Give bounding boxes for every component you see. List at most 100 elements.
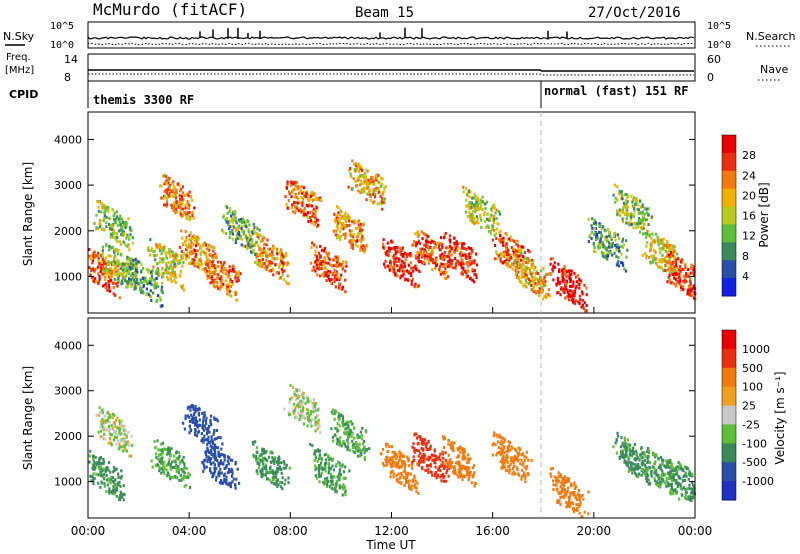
velocity-cell <box>302 400 305 404</box>
power-cell <box>340 226 343 230</box>
power-cell <box>690 263 693 267</box>
power-cell <box>578 302 581 305</box>
power-cell <box>608 234 611 238</box>
power-cell <box>531 271 535 275</box>
power-cell <box>515 252 518 256</box>
power-cell <box>197 236 200 240</box>
power-cell <box>249 234 252 238</box>
power-cell <box>291 188 295 192</box>
power-cell <box>159 304 162 308</box>
power-cell <box>679 269 682 273</box>
velocity-cell <box>172 454 175 458</box>
power-cell <box>317 258 320 262</box>
power-cell <box>604 238 607 241</box>
velocity-cell <box>213 466 216 470</box>
power-cell <box>100 260 103 264</box>
power-cell <box>500 252 503 256</box>
power-cell <box>401 266 405 270</box>
velocity-cell <box>350 430 353 434</box>
power-cell <box>307 219 310 223</box>
power-cell <box>509 235 512 239</box>
power-cell <box>474 210 477 214</box>
power-cell <box>640 211 643 215</box>
power-cell <box>357 189 360 193</box>
power-cell <box>635 221 638 225</box>
velocity-cell <box>106 466 109 469</box>
power-cell <box>181 207 184 211</box>
velocity-cell <box>307 417 310 421</box>
power-cell <box>336 233 339 237</box>
velocity-cell <box>118 420 121 424</box>
velocity-cell <box>320 471 323 475</box>
power-cell <box>167 251 170 255</box>
velocity-cell <box>409 472 412 476</box>
power-cell <box>501 240 504 244</box>
power-cell <box>568 293 571 297</box>
velocity-cell <box>238 481 241 485</box>
power-cell <box>315 196 318 200</box>
power-cell <box>640 221 643 225</box>
velocity-cell <box>338 461 341 465</box>
power-cell <box>611 241 614 245</box>
power-cell <box>517 261 520 265</box>
power-cell <box>466 214 469 218</box>
power-cell <box>103 203 106 207</box>
velocity-cell <box>351 422 354 426</box>
power-cell <box>325 271 328 275</box>
power-cell <box>418 252 421 256</box>
power-cell <box>438 243 441 247</box>
power-cell <box>484 225 487 229</box>
power-cell <box>439 248 442 252</box>
power-cell <box>407 263 410 267</box>
power-cell <box>468 210 471 214</box>
power-cell <box>94 254 97 258</box>
velocity-cell <box>90 475 93 478</box>
power-cell <box>295 183 298 187</box>
velocity-cell <box>271 476 274 480</box>
velocity-cell <box>360 434 363 437</box>
velocity-cell <box>188 424 191 428</box>
velocity-cell <box>124 429 127 432</box>
power-cell <box>369 181 372 185</box>
power-cell <box>226 211 229 215</box>
power-cell <box>348 168 351 172</box>
power-cell <box>271 256 275 260</box>
power-cell <box>468 206 471 210</box>
velocity-cell <box>357 454 360 458</box>
power-cell <box>368 190 371 194</box>
velocity-cell <box>105 466 108 470</box>
power-cell <box>360 174 363 178</box>
power-cell <box>590 224 593 228</box>
velocity-cell <box>258 466 261 469</box>
power-cell <box>526 257 529 261</box>
velocity-cell <box>114 424 117 428</box>
power-cell <box>190 249 193 253</box>
power-cell <box>348 223 351 227</box>
velocity-cell <box>353 436 356 440</box>
velocity-cell <box>177 451 180 455</box>
power-cell <box>121 268 124 272</box>
velocity-cell <box>397 459 401 463</box>
velocity-cell <box>100 423 103 427</box>
power-cell <box>360 189 363 193</box>
power-cell <box>174 194 177 198</box>
velocity-cell <box>223 477 226 481</box>
power-cell <box>578 286 581 290</box>
velocity-cell <box>205 455 208 459</box>
velocity-cell <box>380 452 383 456</box>
velocity-cell <box>126 449 129 453</box>
power-cell <box>314 253 317 257</box>
power-cell <box>341 215 344 218</box>
power-cell <box>294 205 297 209</box>
power-cell <box>172 254 175 258</box>
power-cell <box>315 206 318 210</box>
power-cell <box>462 190 465 194</box>
power-cell <box>112 235 115 239</box>
power-cell <box>327 269 330 273</box>
power-cell <box>619 191 622 195</box>
velocity-cell <box>404 463 407 467</box>
power-cell <box>676 265 679 269</box>
velocity-cell <box>167 462 170 466</box>
velocity-cell <box>280 471 283 475</box>
power-cell <box>375 178 378 182</box>
